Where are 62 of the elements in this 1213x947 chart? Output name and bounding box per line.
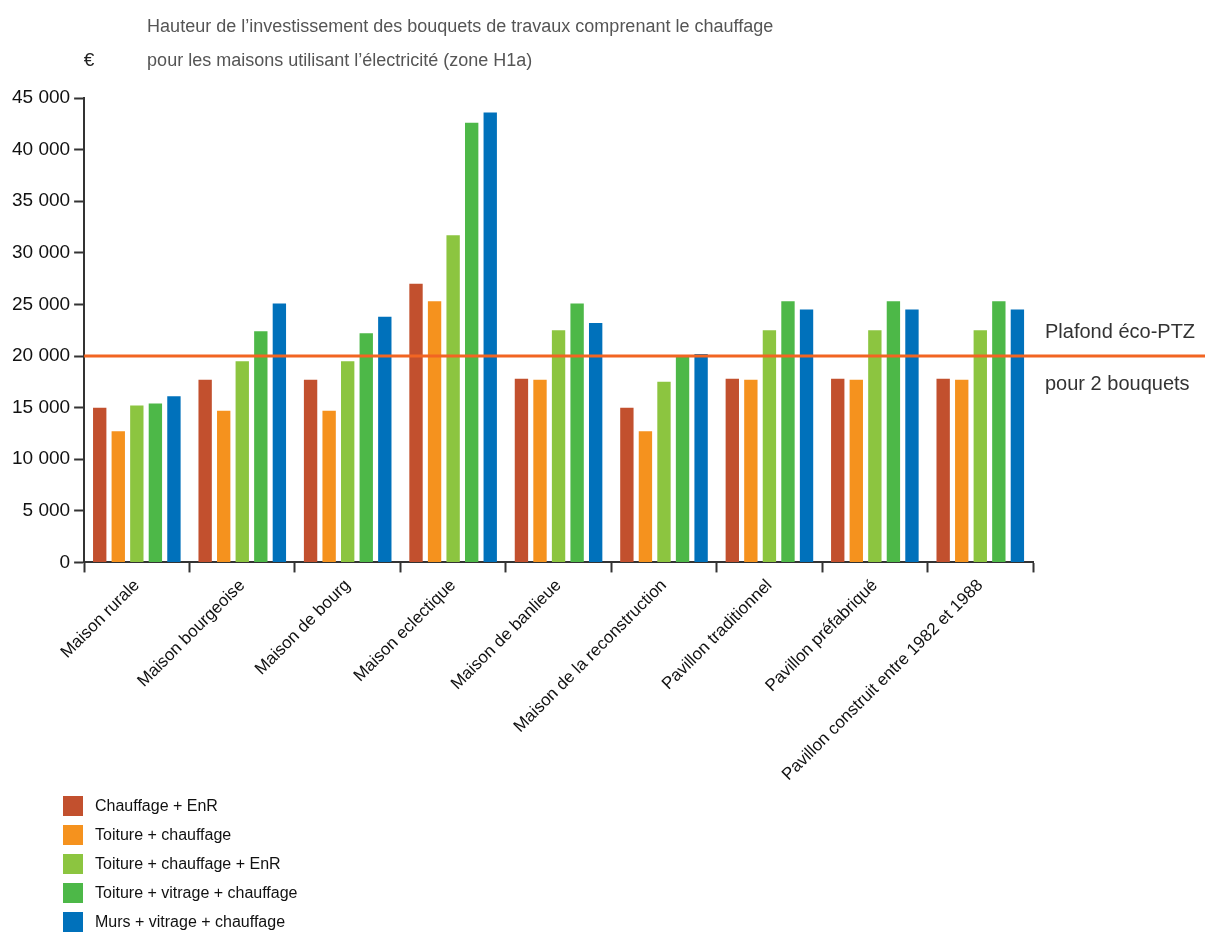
bar xyxy=(322,410,336,562)
bar xyxy=(849,379,863,562)
bar xyxy=(781,301,795,562)
y-tick-label: 30 000 xyxy=(11,241,71,263)
bar xyxy=(111,431,125,562)
legend-label: Toiture + chauffage + EnR xyxy=(95,855,281,873)
y-axis-title: € xyxy=(83,49,95,70)
y-tick-label: 40 000 xyxy=(11,137,71,159)
bar xyxy=(130,405,144,562)
y-tick-label: 10 000 xyxy=(11,447,71,469)
bar xyxy=(744,379,758,562)
bar xyxy=(514,378,529,562)
legend-label: Chauffage + EnR xyxy=(95,797,218,815)
bar xyxy=(936,378,950,562)
bar xyxy=(446,235,460,562)
bar xyxy=(551,330,566,562)
y-tick-label: 5 000 xyxy=(22,499,71,521)
bar xyxy=(93,407,107,562)
bar xyxy=(694,353,708,562)
bar xyxy=(588,323,603,562)
bar xyxy=(235,361,249,562)
bar xyxy=(483,112,497,562)
bar xyxy=(427,301,442,562)
legend-label: Toiture + chauffage xyxy=(95,826,232,844)
bar xyxy=(217,410,231,562)
bar xyxy=(198,379,212,562)
y-tick-label: 15 000 xyxy=(11,395,71,417)
bar xyxy=(955,379,969,562)
bar xyxy=(167,396,181,562)
bar xyxy=(973,330,987,562)
bar xyxy=(992,301,1006,562)
bar xyxy=(1010,309,1025,562)
bar xyxy=(341,361,355,562)
bar xyxy=(886,301,901,562)
y-tick-label: 0 xyxy=(59,550,71,572)
bar xyxy=(868,330,882,562)
bar xyxy=(657,381,671,562)
bar xyxy=(359,333,373,562)
y-tick-label: 25 000 xyxy=(11,292,71,314)
bar xyxy=(905,309,919,562)
bar xyxy=(272,303,287,562)
legend-label: Toiture + vitrage + chauffage xyxy=(95,884,298,902)
bar xyxy=(533,379,547,562)
y-tick-label: 20 000 xyxy=(11,344,71,366)
bar xyxy=(254,331,268,562)
bar xyxy=(570,303,584,562)
legend-label: Murs + vitrage + chauffage xyxy=(95,913,286,931)
bar xyxy=(303,379,318,562)
bar xyxy=(148,403,163,562)
bar xyxy=(409,283,423,562)
bar xyxy=(725,378,739,562)
bar xyxy=(465,122,479,562)
bar xyxy=(638,431,653,562)
bar xyxy=(831,378,845,562)
y-tick-label: 45 000 xyxy=(11,86,71,108)
chart-title: Hauteur de l’investissement des bouquets de travaux comprenant le chauffage pour les maisons utilisant l’électricité (zone H1a) xyxy=(147,16,774,70)
bar xyxy=(620,407,634,562)
bar xyxy=(378,316,392,562)
text: Plafond éco-PTZ pour 2 bouquets xyxy=(1045,319,1196,394)
bar xyxy=(799,309,814,562)
bar xyxy=(762,330,777,562)
y-tick-label: 35 000 xyxy=(11,189,71,211)
